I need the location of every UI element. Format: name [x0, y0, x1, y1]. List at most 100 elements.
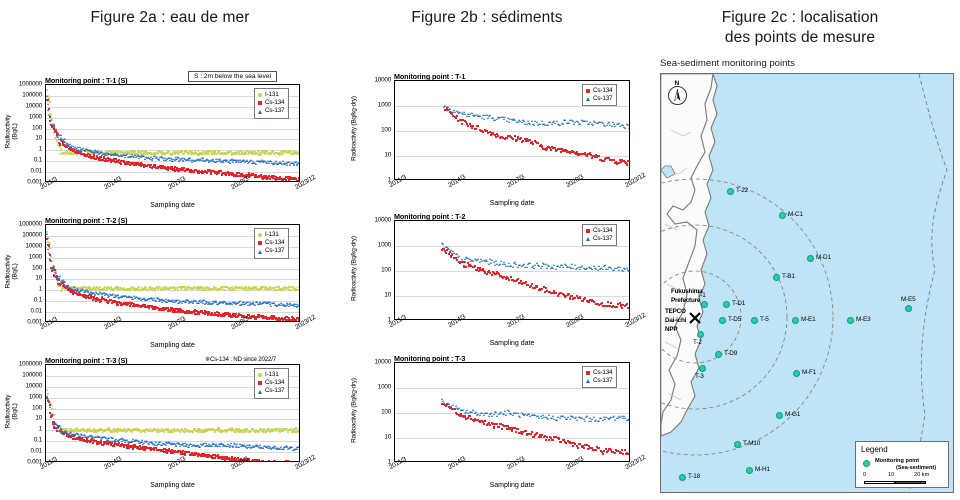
monitoring-point-marker[interactable] [723, 301, 730, 308]
plot-area[interactable] [394, 362, 630, 462]
monitoring-point-marker[interactable] [727, 188, 734, 195]
data-point [91, 296, 94, 299]
monitoring-point-marker[interactable] [905, 305, 912, 312]
data-point [619, 416, 622, 419]
data-point [618, 415, 621, 418]
data-point [209, 428, 212, 431]
data-point [178, 285, 181, 288]
data-point [505, 120, 508, 123]
map-frame[interactable]: N Fukushima Prefecture TEPCO Dai-ichi NP… [660, 73, 954, 493]
chart-legend[interactable]: I-131 Cs-134 Cs-137 [254, 368, 290, 399]
data-point [604, 124, 607, 127]
legend-item[interactable]: Cs-137 [258, 107, 285, 115]
data-point [585, 300, 588, 303]
data-point [546, 123, 549, 126]
data-point [559, 151, 563, 154]
data-point [264, 444, 267, 447]
data-point [98, 291, 101, 294]
legend-item[interactable]: Cs-137 [258, 387, 285, 395]
legend-item[interactable]: Cs-134 [586, 87, 613, 95]
monitoring-point-marker[interactable] [715, 351, 722, 358]
monitoring-point-label: T-1 [697, 292, 706, 299]
monitoring-point-marker[interactable] [751, 317, 758, 324]
legend-item[interactable]: I-131 [258, 371, 284, 379]
data-point [55, 272, 58, 275]
data-point [91, 157, 94, 160]
monitoring-point-marker[interactable] [701, 301, 708, 308]
monitoring-point-marker[interactable] [679, 474, 686, 481]
data-point [187, 445, 190, 448]
chart-legend[interactable]: Cs-134 Cs-137 [582, 366, 618, 389]
data-point [519, 263, 522, 266]
legend-item[interactable]: Cs-134 [258, 239, 285, 247]
data-point [246, 150, 249, 153]
chart-legend[interactable]: I-131 Cs-134 Cs-137 [254, 228, 290, 259]
data-point [284, 446, 287, 449]
data-point [53, 127, 56, 130]
npp-label-line2: Dai-ichi [665, 317, 687, 324]
monitoring-point-marker[interactable] [746, 467, 753, 474]
legend-item[interactable]: Cs-137 [586, 235, 613, 243]
data-point [292, 430, 295, 433]
data-point [111, 151, 114, 154]
legend-item[interactable]: Cs-137 [586, 377, 613, 385]
data-point [108, 157, 111, 160]
legend-item[interactable]: Cs-134 [586, 369, 613, 377]
monitoring-point-marker[interactable] [847, 317, 854, 324]
data-point [624, 416, 627, 419]
north-label: N [674, 80, 680, 87]
data-point [174, 153, 177, 156]
data-point [630, 268, 631, 270]
data-point [171, 298, 174, 301]
cs134-nd-note: ※Cs-134 : ND since 2022/7 [205, 356, 277, 363]
data-point [155, 440, 158, 443]
data-point [459, 111, 462, 114]
monitoring-point-marker[interactable] [699, 365, 706, 372]
data-point [47, 248, 50, 251]
data-point [270, 315, 273, 318]
data-point [100, 289, 103, 292]
data-point [290, 316, 293, 319]
data-point [163, 442, 166, 445]
monitoring-point-marker[interactable] [697, 331, 704, 338]
monitoring-point-marker[interactable] [776, 412, 783, 419]
legend-item[interactable]: Cs-137 [258, 247, 285, 255]
monitoring-point-marker[interactable] [734, 441, 741, 448]
legend-item[interactable]: Cs-137 [586, 95, 613, 103]
legend-label: Cs-134 [265, 239, 285, 247]
data-point [613, 306, 616, 309]
chart-legend[interactable]: Cs-134 Cs-137 [582, 224, 618, 247]
chart-legend[interactable]: I-131 Cs-134 Cs-137 [254, 88, 290, 119]
data-point [526, 120, 529, 123]
data-point [142, 446, 145, 449]
data-point [194, 428, 197, 431]
monitoring-point-marker[interactable] [779, 212, 786, 219]
data-point [108, 429, 111, 432]
data-point [160, 429, 163, 432]
legend-item[interactable]: Cs-134 [258, 379, 285, 387]
data-point [479, 129, 482, 133]
data-point [287, 317, 290, 320]
data-point [203, 152, 206, 156]
data-point [247, 430, 250, 433]
chart-legend[interactable]: Cs-134 Cs-137 [582, 84, 618, 107]
data-point [167, 428, 170, 431]
data-point [571, 445, 574, 448]
data-point [269, 316, 273, 319]
legend-item[interactable]: I-131 [258, 91, 284, 99]
monitoring-point-marker[interactable] [792, 317, 799, 324]
legend-item[interactable]: Cs-134 [586, 227, 613, 235]
legend-item[interactable]: I-131 [258, 231, 284, 239]
legend-item[interactable]: Cs-134 [258, 99, 285, 107]
data-point [581, 153, 584, 156]
monitoring-point-marker[interactable] [807, 255, 814, 262]
data-point [508, 134, 511, 137]
data-point [131, 447, 134, 450]
monitoring-point-marker[interactable] [793, 370, 800, 377]
data-point [596, 269, 599, 272]
data-point [268, 301, 271, 304]
data-point [594, 154, 598, 157]
monitoring-point-marker[interactable] [719, 317, 726, 324]
data-point [235, 152, 238, 155]
monitoring-point-marker[interactable] [773, 274, 780, 281]
